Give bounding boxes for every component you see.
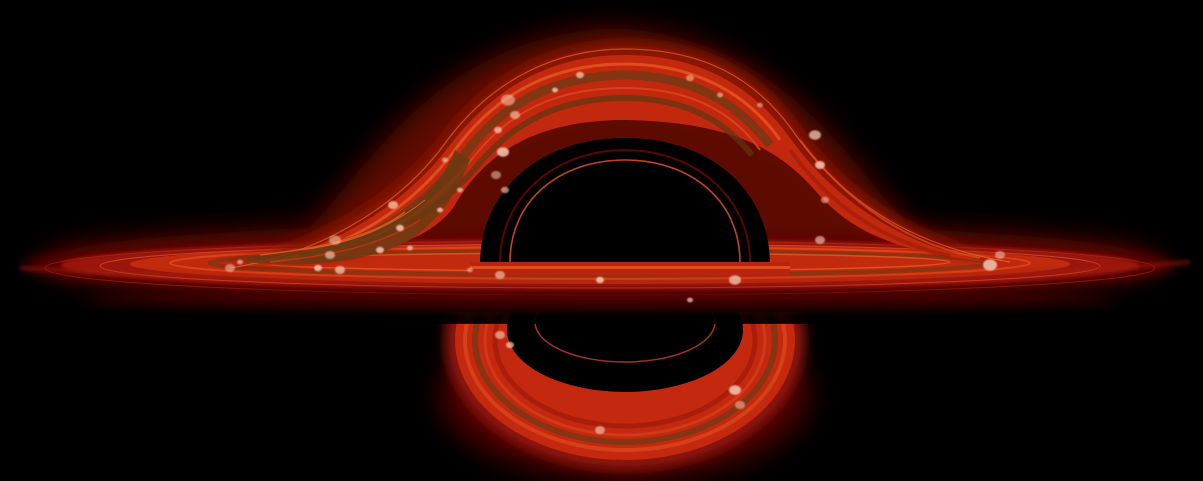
speckle — [495, 331, 505, 339]
speckle — [815, 161, 825, 169]
speckle — [495, 271, 505, 279]
speckle — [552, 87, 558, 93]
speckle — [388, 201, 398, 209]
speckle — [687, 297, 693, 303]
speckle — [396, 224, 404, 232]
speckle — [735, 401, 745, 409]
speckle — [225, 264, 235, 272]
speckle — [497, 147, 509, 157]
speckle — [325, 251, 335, 259]
speckle — [595, 426, 605, 434]
speckle — [437, 207, 443, 213]
disk-underside-glow — [80, 292, 1120, 308]
speckle — [821, 196, 829, 204]
speckle — [501, 94, 515, 106]
speckle — [376, 246, 384, 254]
speckle — [442, 157, 448, 163]
speckle — [596, 276, 604, 284]
speckle — [815, 236, 825, 244]
lower-lensed-ring — [445, 312, 805, 470]
speckle — [237, 259, 243, 265]
speckle — [757, 102, 763, 108]
speckle — [501, 186, 509, 194]
speckle — [510, 111, 520, 119]
turbulent-streaks — [245, 150, 470, 265]
speckle — [717, 92, 723, 98]
speckle — [729, 385, 741, 395]
speckle — [314, 264, 322, 272]
speckle — [995, 251, 1005, 259]
speckle — [686, 74, 694, 82]
speckle — [407, 245, 413, 251]
speckle — [335, 266, 345, 274]
speckle — [467, 267, 473, 273]
speckle — [329, 235, 341, 245]
speckle — [506, 341, 514, 349]
speckle — [491, 171, 501, 179]
speckle — [729, 275, 741, 285]
speckle — [494, 126, 502, 134]
speckle — [576, 71, 584, 79]
bright-speckles — [225, 71, 1005, 434]
speckle — [983, 259, 997, 271]
event-horizon-shadow — [480, 138, 770, 265]
speckle — [457, 187, 463, 193]
speckle — [809, 130, 821, 140]
